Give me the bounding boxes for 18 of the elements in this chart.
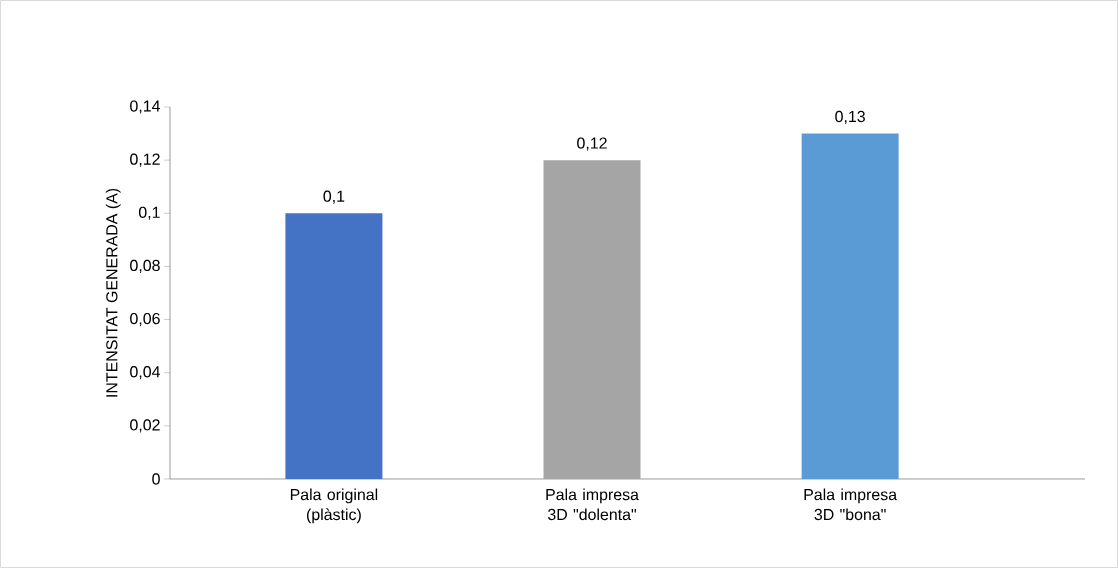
bar <box>801 133 899 479</box>
y-tick-label: 0,14 <box>130 100 161 114</box>
x-tick-label: Pala impresa 3D "bona" <box>804 488 898 521</box>
y-tick-label: 0,1 <box>138 206 160 220</box>
data-label: 0,13 <box>835 110 865 125</box>
x-tick-label: Pala impresa 3D "dolenta" <box>546 488 639 521</box>
y-tick-label: 0,08 <box>130 259 160 273</box>
data-label: 0,12 <box>577 137 607 151</box>
y-tick-label: 0,06 <box>130 312 160 327</box>
y-tick-label: 0,02 <box>130 419 160 433</box>
y-tick-label: 0,12 <box>130 153 160 167</box>
y-axis-title: INTENSITAT GENERADA (A) <box>105 188 121 397</box>
y-tick-label: 0 <box>152 473 160 485</box>
bar <box>285 213 383 479</box>
data-label: 0,1 <box>323 190 345 204</box>
bar <box>543 160 641 479</box>
y-tick-label: 0,04 <box>130 366 161 380</box>
x-tick-label: Pala original (plàstic) <box>290 488 378 524</box>
